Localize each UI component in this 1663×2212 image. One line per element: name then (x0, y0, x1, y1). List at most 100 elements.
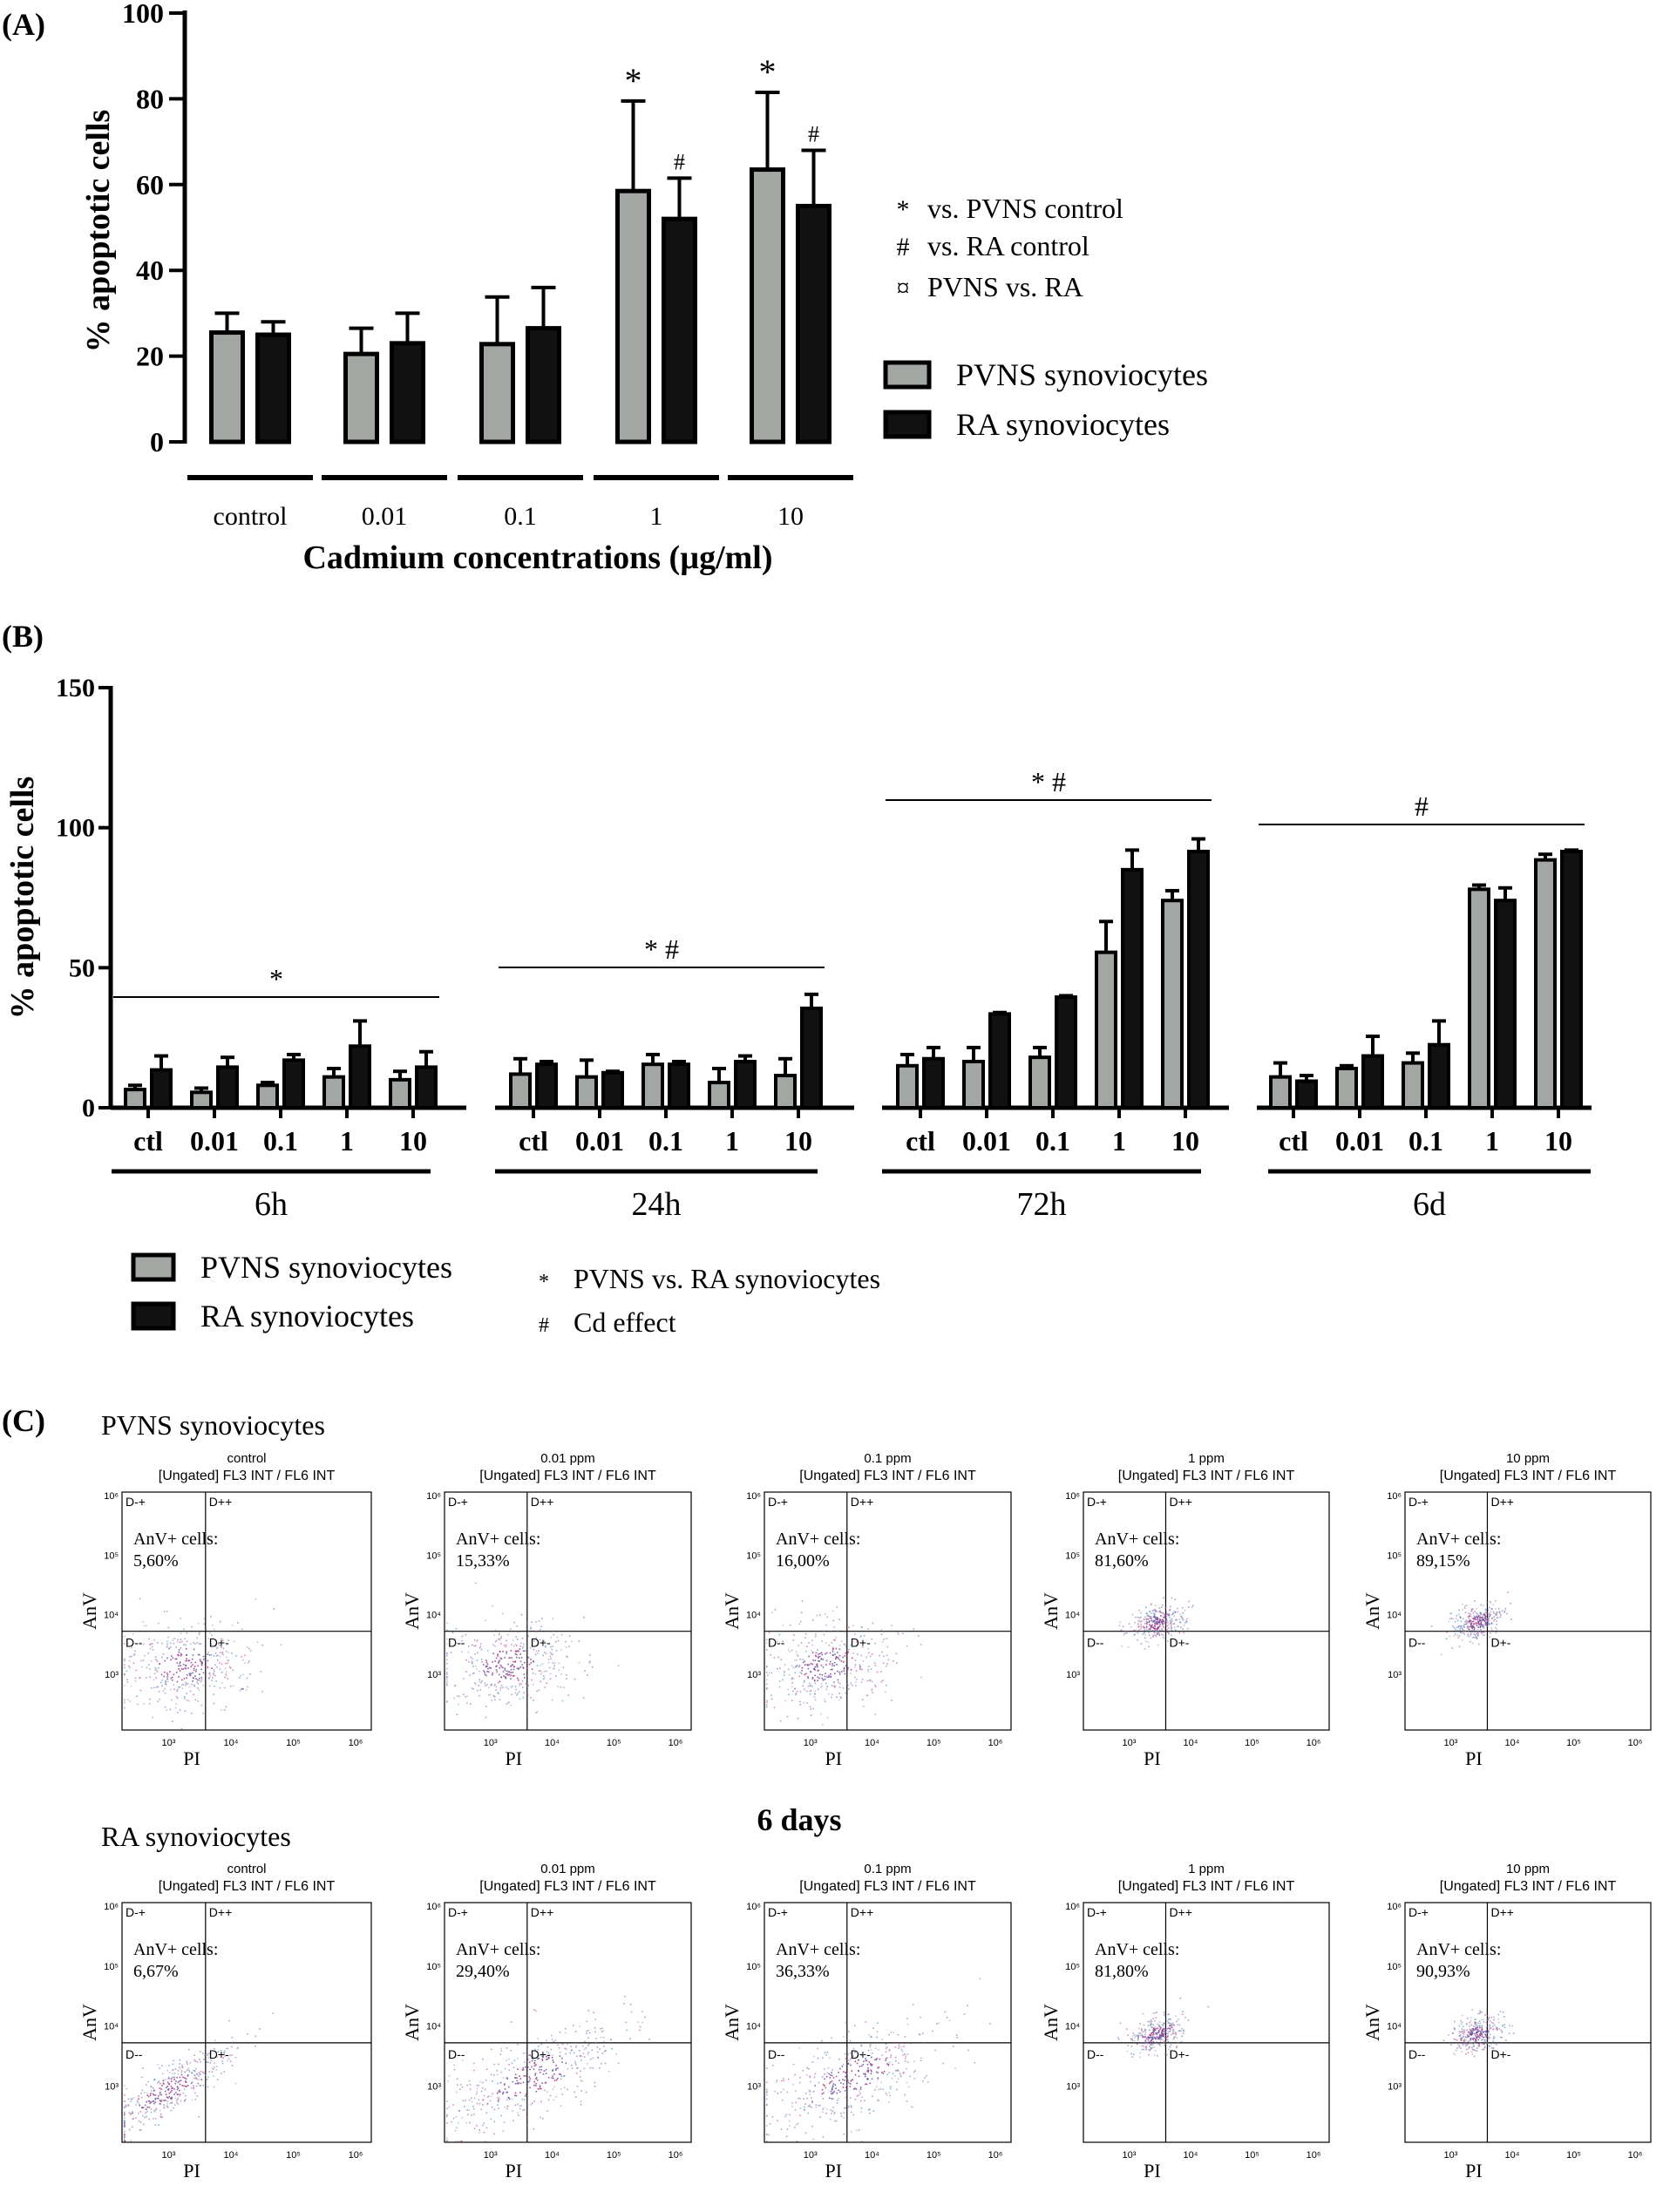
event-dot (897, 2078, 899, 2080)
event-dot (178, 2089, 180, 2092)
event-dot (784, 1700, 786, 1702)
event-dot (766, 1706, 768, 1708)
event-dot (1171, 1621, 1172, 1624)
event-dot (845, 1652, 847, 1654)
event-dot (199, 2059, 200, 2060)
event-dot (213, 1655, 215, 1657)
event-dot (766, 1639, 768, 1641)
event-dot (844, 2053, 846, 2055)
event-dot (798, 1666, 800, 1668)
event-dot (510, 1668, 512, 1671)
event-dot (864, 2073, 866, 2075)
event-dot (537, 2038, 539, 2039)
event-dot (874, 1713, 877, 1715)
event-dot (149, 1698, 151, 1700)
event-dot (866, 2078, 868, 2080)
event-dot (822, 2098, 825, 2100)
event-dot (864, 2075, 866, 2078)
event-dot (512, 2098, 513, 2100)
event-dot (146, 2100, 147, 2103)
event-dot (543, 1651, 546, 1653)
event-dot (1154, 2029, 1156, 2032)
anv-percent: 81,60% (1095, 1551, 1149, 1571)
event-dot (1164, 1607, 1166, 1610)
event-dot (1148, 2049, 1151, 2051)
event-dot (1501, 2032, 1503, 2033)
event-dot (1484, 1612, 1486, 1614)
event-dot (1481, 2035, 1483, 2038)
event-dot (1170, 1605, 1171, 1608)
event-dot (832, 2085, 834, 2087)
event-dot (513, 2094, 516, 2097)
event-dot (248, 1647, 250, 1650)
event-dot (560, 1686, 562, 1688)
event-dot (552, 1630, 554, 1632)
event-dot (850, 2131, 852, 2134)
quadrant-label: D-- (768, 1636, 785, 1650)
event-dot (801, 1669, 803, 1672)
event-dot (221, 1652, 224, 1653)
event-dot (903, 2046, 905, 2047)
event-dot (171, 1679, 173, 1681)
event-dot (540, 1625, 543, 1628)
event-dot (181, 2064, 183, 2066)
quadrant-label: D++ (851, 1905, 873, 1919)
event-dot (1154, 1619, 1156, 1622)
event-dot (170, 1646, 172, 1648)
event-dot (1477, 1626, 1480, 1628)
event-dot (1459, 1616, 1462, 1618)
event-dot (1137, 1622, 1139, 1625)
event-dot (139, 1689, 142, 1692)
event-dot (200, 2050, 201, 2053)
event-dot (836, 2102, 838, 2104)
event-dot (533, 1700, 534, 1701)
event-dot (124, 2134, 126, 2136)
event-dot (784, 1674, 785, 1676)
event-dot (1481, 2028, 1483, 2031)
event-dot (1466, 1625, 1469, 1627)
y-decade-label: 10⁴ (104, 1611, 119, 1621)
event-dot (143, 1703, 145, 1705)
event-dot (166, 1611, 168, 1612)
event-dot (446, 1682, 448, 1685)
event-dot (180, 1668, 183, 1670)
event-dot (778, 1686, 781, 1688)
y-decade-label: 10⁴ (1065, 1611, 1080, 1621)
event-dot (1450, 1618, 1453, 1619)
event-dot (895, 2059, 897, 2062)
event-dot (1470, 1608, 1473, 1611)
x-decade-label: 10⁴ (224, 2150, 239, 2161)
event-dot (1172, 2032, 1174, 2035)
event-dot (1483, 1626, 1485, 1628)
event-dot (280, 1644, 282, 1646)
event-dot (858, 2070, 859, 2073)
event-dot (838, 2097, 840, 2100)
event-dot (839, 1682, 841, 1685)
event-dot (1157, 2054, 1158, 2057)
event-dot (797, 2122, 799, 2125)
bar-ra (390, 341, 425, 444)
event-dot (506, 2099, 508, 2101)
event-dot (1172, 1612, 1174, 1615)
event-dot (506, 1644, 507, 1646)
event-dot (1140, 2042, 1142, 2045)
event-dot (172, 2087, 173, 2089)
event-dot (609, 2039, 612, 2040)
event-dot (146, 2092, 148, 2094)
legend-label: RA synoviocytes (200, 1299, 414, 1333)
event-dot (866, 2078, 869, 2080)
event-dot (446, 1667, 448, 1670)
event-dot (126, 1679, 128, 1681)
event-dot (545, 2081, 547, 2084)
x-axis-label: PI (825, 2160, 842, 2181)
event-dot (514, 1653, 517, 1655)
event-dot (1145, 1640, 1147, 1643)
event-dot (1153, 1615, 1156, 1618)
event-dot (1456, 1614, 1458, 1617)
event-dot (479, 1694, 480, 1697)
event-dot (163, 1675, 165, 1678)
event-dot (1158, 1619, 1161, 1622)
event-dot (1477, 1622, 1480, 1624)
event-dot (198, 2079, 200, 2081)
event-dot (1484, 1609, 1487, 1611)
